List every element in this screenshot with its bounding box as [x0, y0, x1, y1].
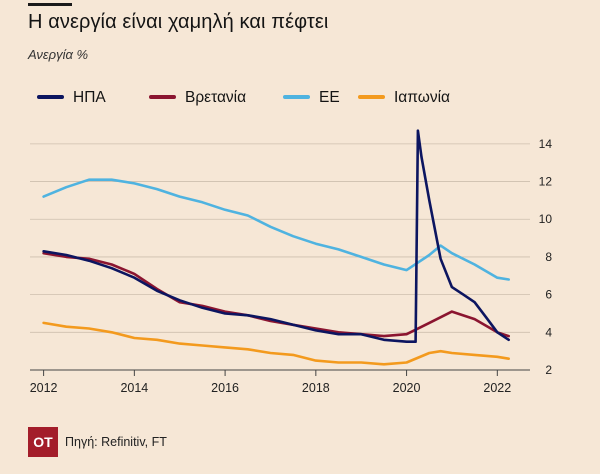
chart-subtitle: Ανεργία % [28, 47, 89, 62]
y-tick-label-6: 6 [545, 288, 552, 302]
y-tick-label-10: 10 [539, 212, 553, 226]
y-tick-label-4: 4 [545, 325, 552, 339]
y-tick-label-8: 8 [545, 250, 552, 264]
series-line-eu [42, 178, 511, 281]
legend-label-japan: Ιαπωνία [394, 89, 450, 106]
x-tick-label-2012: 2012 [30, 381, 58, 395]
x-tick-label-2022: 2022 [483, 381, 511, 395]
legend-swatch-usa [37, 95, 64, 99]
x-tick-label-2020: 2020 [393, 381, 421, 395]
ot-logo: ΟΤ [28, 427, 58, 457]
legend-swatch-eu [283, 95, 310, 99]
legend-label-eu: ΕΕ [319, 89, 340, 106]
top-rule [28, 3, 72, 6]
legend-label-usa: ΗΠΑ [73, 89, 106, 106]
y-tick-label-14: 14 [539, 137, 553, 151]
y-tick-label-12: 12 [539, 175, 553, 189]
series-line-japan [42, 321, 511, 366]
source-note: Πηγή: Refinitiv, FT [65, 435, 167, 449]
chart-title: Η ανεργία είναι χαμηλή και πέφτει [28, 11, 329, 33]
x-tick-label-2016: 2016 [211, 381, 239, 395]
x-tick-label-2018: 2018 [302, 381, 330, 395]
series-line-usa [42, 129, 511, 344]
legend-swatch-uk [149, 95, 176, 99]
legend-swatch-japan [358, 95, 385, 99]
y-tick-label-2: 2 [545, 363, 552, 377]
legend-label-uk: Βρετανία [185, 89, 247, 106]
x-tick-label-2014: 2014 [120, 381, 148, 395]
